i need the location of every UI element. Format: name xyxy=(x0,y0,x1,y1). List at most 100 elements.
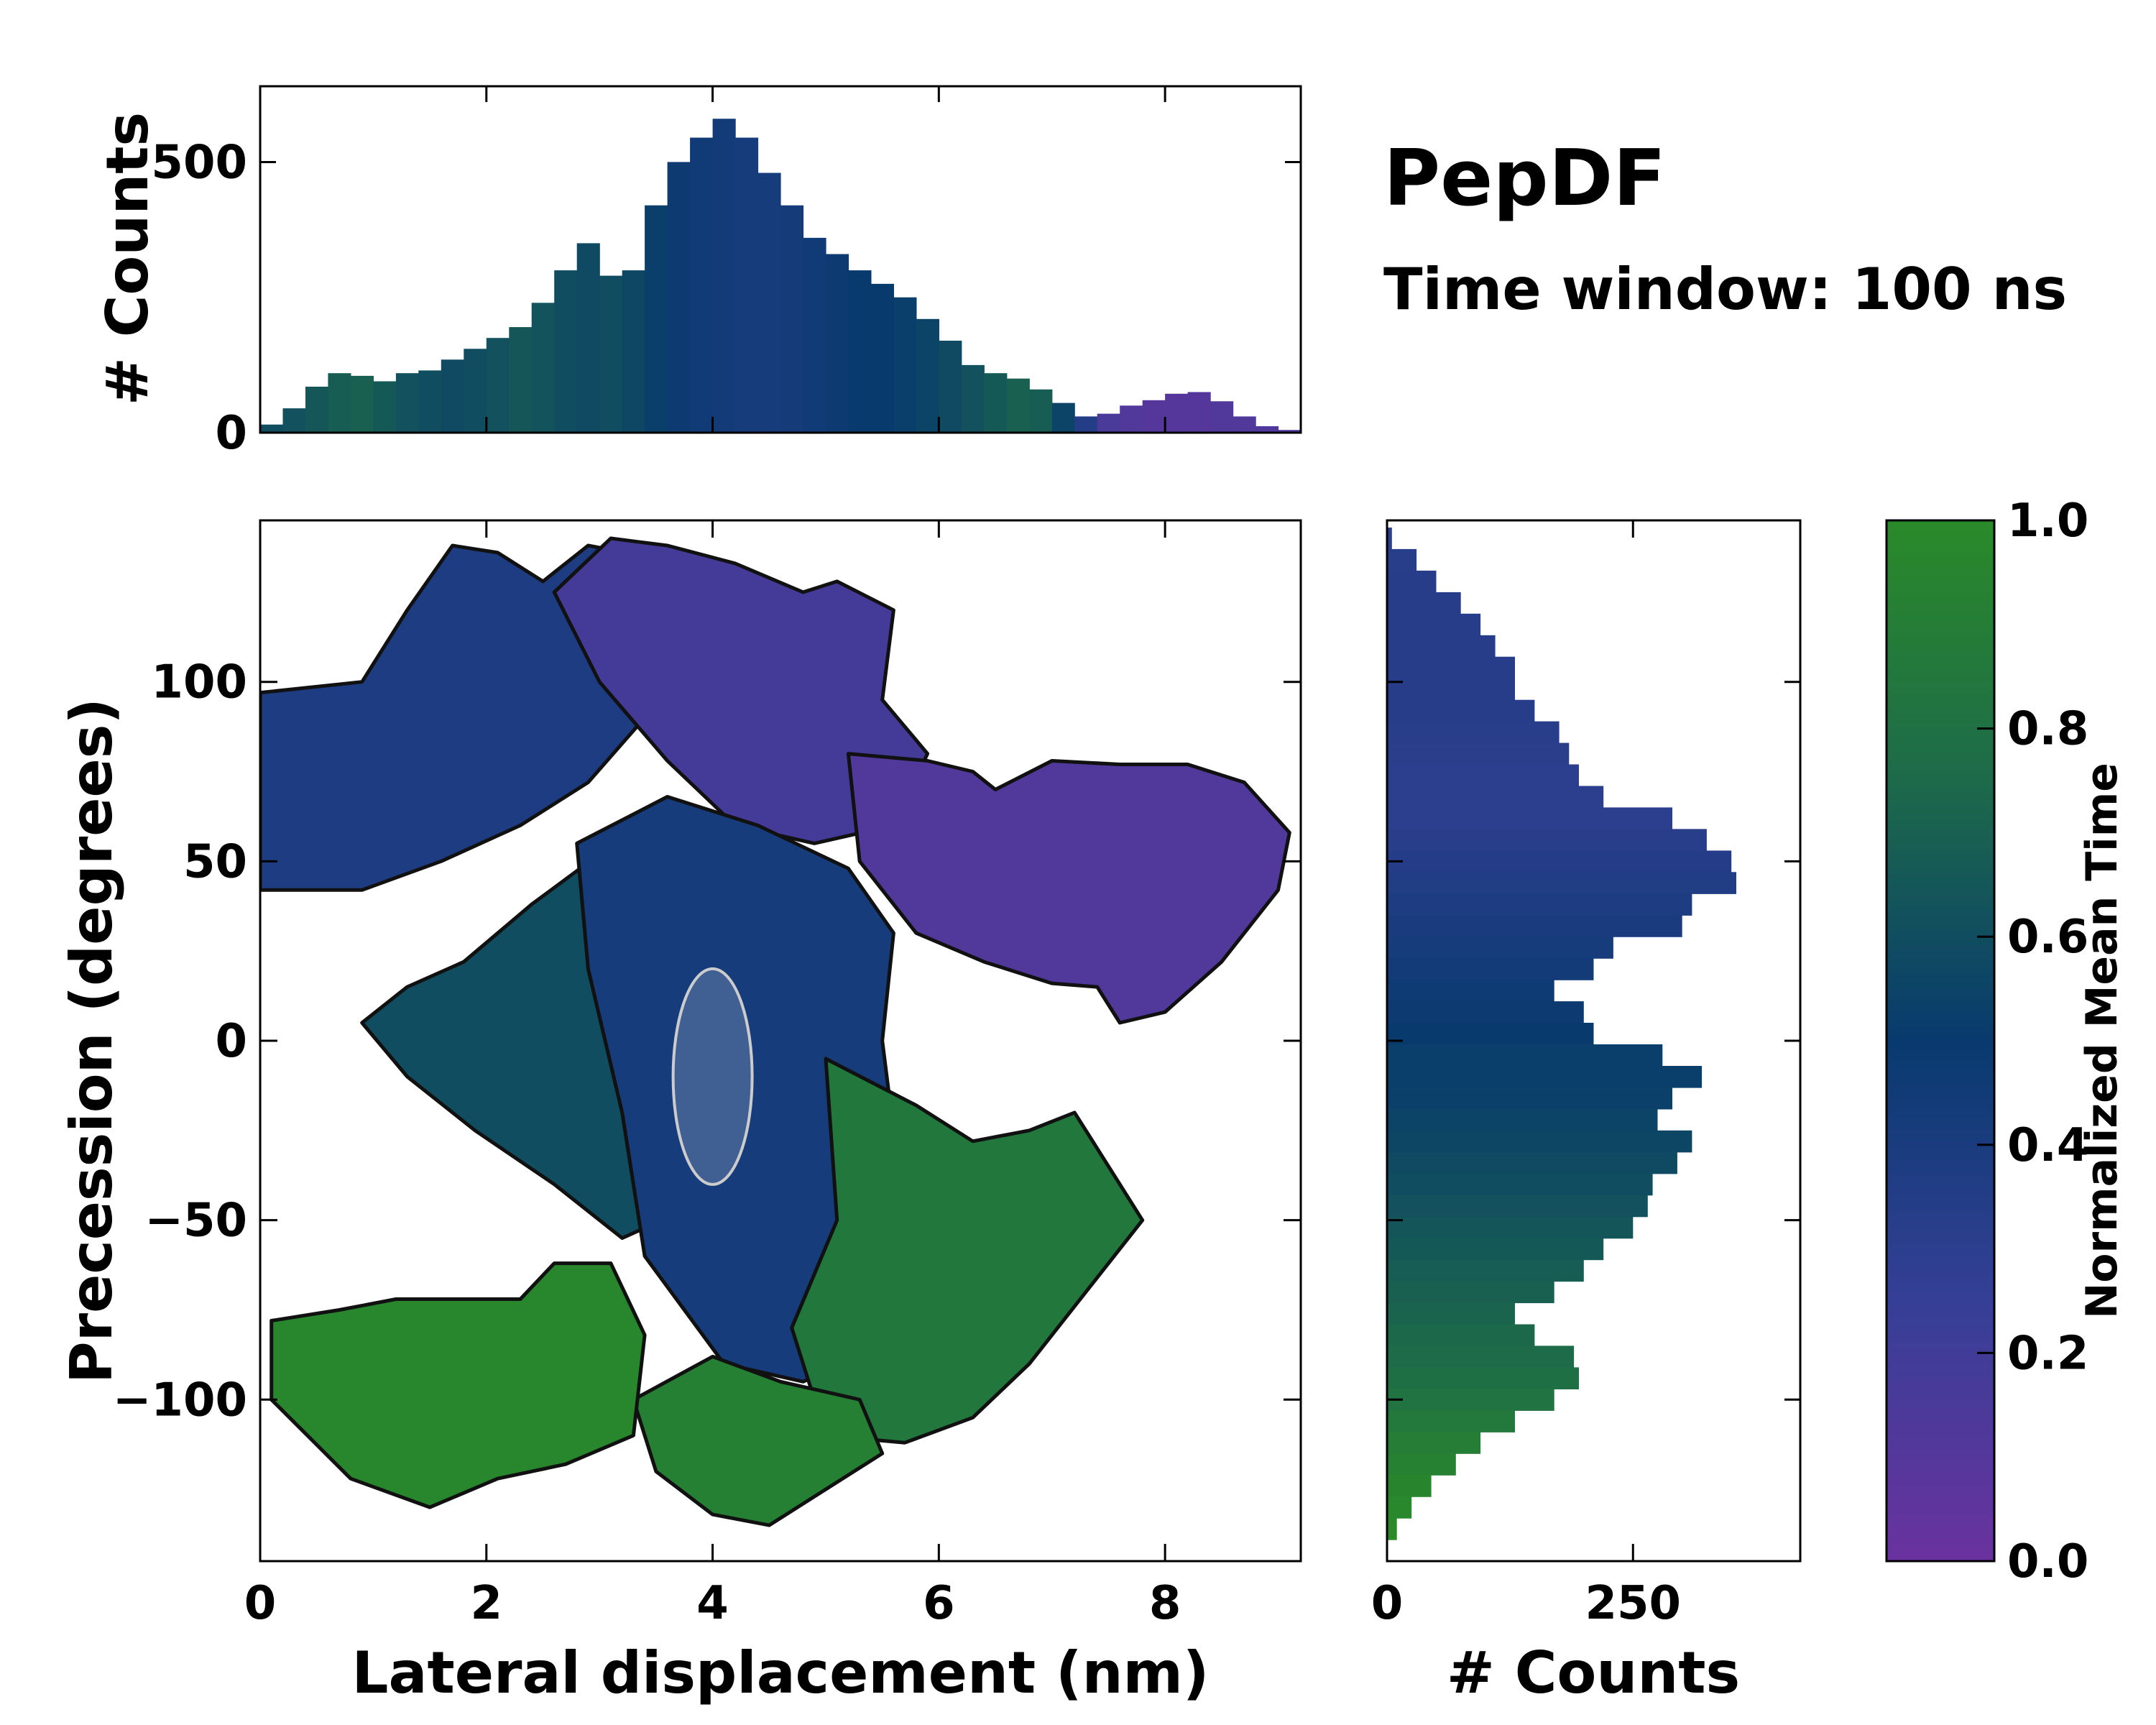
top-histogram-bar xyxy=(554,270,578,433)
tick-label: 0.8 xyxy=(2007,703,2088,756)
top-histogram-bar xyxy=(780,205,804,433)
top-histogram-bar xyxy=(509,327,533,433)
top-histogram-bar xyxy=(645,205,668,433)
right-histogram-bar xyxy=(1387,1410,1515,1432)
tick-label: 2 xyxy=(471,1577,503,1630)
top-histogram-bar xyxy=(599,275,623,433)
colorbar-label: Normalized Mean Time xyxy=(2077,763,2127,1319)
colorbar-gradient xyxy=(1886,520,1994,1561)
top-histogram-bar xyxy=(305,387,329,433)
right-histogram-bar xyxy=(1387,721,1560,744)
tick-label: 250 xyxy=(1585,1577,1681,1630)
main-density-regions xyxy=(260,536,1291,1527)
right-histogram-bar xyxy=(1387,742,1570,765)
right-histogram-bar xyxy=(1387,678,1515,701)
right-histogram-bar xyxy=(1387,829,1707,851)
density-region xyxy=(790,1057,1145,1445)
top-histogram-frame xyxy=(259,85,1302,434)
top-histogram-bar xyxy=(373,381,397,433)
density-core-highlight xyxy=(671,967,754,1186)
right-histogram-bar xyxy=(1387,592,1461,615)
right-histogram-bar xyxy=(1387,1130,1692,1153)
density-region xyxy=(552,536,930,845)
right-histogram-bar xyxy=(1387,1475,1432,1497)
top-histogram-bar xyxy=(1165,393,1189,433)
top-histogram-bar xyxy=(282,408,306,433)
tick-label: 6 xyxy=(923,1577,955,1630)
right-histogram-bar xyxy=(1387,1066,1703,1088)
tick-label: −50 xyxy=(144,1195,247,1248)
right-histogram-bar xyxy=(1387,1302,1515,1325)
top-histogram-bar xyxy=(464,349,487,433)
tick-label: 0 xyxy=(215,407,247,460)
right-histogram-bar xyxy=(1387,528,1392,550)
right-histogram-bar xyxy=(1387,980,1554,1002)
right-histogram-bar xyxy=(1387,1044,1663,1067)
top-histogram-bar xyxy=(395,373,419,433)
right-histogram-xlabel: # Counts xyxy=(1447,1639,1740,1706)
density-region xyxy=(631,1354,885,1527)
top-histogram-bar xyxy=(1029,389,1053,433)
right-histogram-bar xyxy=(1387,1001,1584,1024)
density-region xyxy=(270,1261,647,1509)
top-histogram-bars xyxy=(260,119,1302,433)
tick-label: 8 xyxy=(1149,1577,1181,1630)
right-histogram-bar xyxy=(1387,937,1613,959)
main-density: 0 2 4 6 8 −100 −50 0 50 100 Lateral displacement … xyxy=(58,519,1302,1706)
right-histogram-bar xyxy=(1387,613,1481,636)
right-histogram-bar xyxy=(1387,1281,1554,1304)
top-histogram-bar xyxy=(1120,405,1143,433)
top-histogram-bar xyxy=(690,137,714,433)
top-histogram-bar xyxy=(712,119,736,433)
tick-label: 50 xyxy=(183,835,247,888)
colorbar-frame xyxy=(1885,519,1996,1563)
right-histogram-bar xyxy=(1387,1518,1397,1540)
right-histogram-bar xyxy=(1387,570,1437,593)
top-histogram-bar xyxy=(260,424,284,433)
tick-label: 0 xyxy=(215,1015,247,1068)
right-histogram-bar xyxy=(1387,893,1692,916)
tick-label: 0.6 xyxy=(2007,911,2088,964)
tick-label: 0.2 xyxy=(2007,1327,2088,1380)
right-histogram-bar xyxy=(1387,548,1417,571)
top-histogram-bar xyxy=(939,341,962,433)
top-histogram-bar xyxy=(441,359,464,433)
right-histogram-bar xyxy=(1387,807,1672,829)
colorbar-ticks: 0.0 0.2 0.4 0.6 0.8 1.0 xyxy=(1977,494,2088,1588)
top-histogram-ticks: 0 500 xyxy=(151,86,1301,460)
right-histogram-bar xyxy=(1387,656,1515,679)
tick-label: −100 xyxy=(113,1374,247,1427)
top-histogram-bar xyxy=(576,243,600,433)
main-density-xlabel: Lateral displacement (nm) xyxy=(352,1639,1210,1706)
tick-label: 0.0 xyxy=(2007,1535,2088,1588)
right-histogram-bar xyxy=(1387,1432,1481,1454)
top-histogram-bar xyxy=(486,338,510,433)
colorbar: 0.0 0.2 0.4 0.6 0.8 1.0 Normalized Mean Time xyxy=(1885,494,2127,1588)
right-histogram-bar xyxy=(1387,915,1682,937)
right-histogram-bar xyxy=(1387,764,1579,787)
tick-label: 500 xyxy=(151,136,247,189)
top-histogram: 0 500 # Counts xyxy=(94,85,1302,460)
top-histogram-bar xyxy=(1187,392,1211,433)
top-histogram-bar xyxy=(350,375,374,433)
top-histogram-bar xyxy=(961,364,985,433)
right-histogram-bar xyxy=(1387,1346,1575,1368)
main-density-ylabel: Precession (degrees) xyxy=(58,698,125,1384)
right-histogram-bar xyxy=(1387,786,1604,809)
top-histogram-bar xyxy=(1233,416,1256,433)
top-histogram-bar xyxy=(1210,401,1234,433)
top-histogram-bar xyxy=(1142,400,1166,433)
right-histogram-bar xyxy=(1387,1023,1594,1045)
density-region xyxy=(846,752,1291,1025)
tick-label: 0 xyxy=(244,1577,277,1630)
right-histogram-bar xyxy=(1387,1087,1672,1110)
right-histogram-bar xyxy=(1387,1259,1584,1282)
top-histogram-bar xyxy=(870,283,894,433)
main-density-ticks: 0 2 4 6 8 −100 −50 0 50 100 xyxy=(113,520,1301,1630)
right-histogram-bar xyxy=(1387,1216,1634,1239)
tick-label: 0 xyxy=(1371,1577,1404,1630)
top-histogram-bar xyxy=(757,172,781,433)
top-histogram-bar xyxy=(1278,430,1302,433)
figure-title: PepDF xyxy=(1383,134,1666,224)
